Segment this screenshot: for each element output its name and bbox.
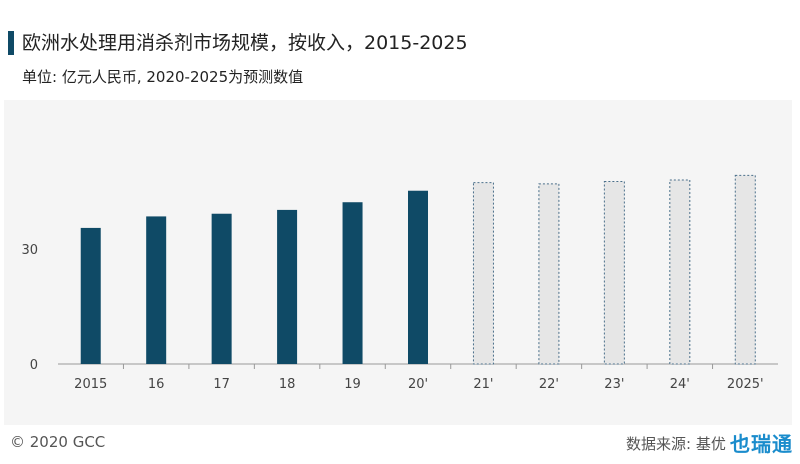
- x-tick-label: 17: [213, 377, 230, 392]
- actual-bar: [277, 209, 298, 364]
- chart-area: [4, 100, 792, 425]
- chart-title: 欧洲水处理用消杀剂市场规模，按收入，2015-2025: [22, 32, 468, 54]
- x-tick-label: 21': [473, 377, 493, 392]
- copyright-text: © 2020 GCC: [10, 433, 106, 451]
- actual-bar: [342, 202, 363, 364]
- x-tick-label: 2025': [727, 377, 764, 392]
- forecast-bar: [538, 183, 560, 365]
- x-tick-label: 23': [604, 377, 624, 392]
- source-text: 数据来源: 基优: [626, 435, 726, 453]
- x-tick-label: 16: [148, 377, 165, 392]
- brand-logo: 也瑞通: [730, 432, 793, 456]
- x-tick-label: 2015: [74, 377, 107, 392]
- forecast-bar: [603, 181, 625, 365]
- actual-bar: [80, 227, 101, 364]
- actual-bar: [211, 213, 232, 364]
- x-tick-label: 19: [344, 377, 361, 392]
- forecast-bar: [734, 174, 756, 365]
- title-accent-bar: [8, 31, 14, 55]
- x-tick-label: 20': [408, 377, 428, 392]
- x-tick-label: 18: [279, 377, 296, 392]
- y-tick-label: 30: [21, 243, 38, 258]
- y-tick-label: 0: [30, 358, 38, 373]
- forecast-bar: [669, 179, 691, 365]
- actual-bar: [408, 190, 428, 364]
- x-tick-label: 22': [539, 377, 559, 392]
- forecast-bar: [472, 182, 494, 365]
- chart-subtitle: 单位: 亿元人民币, 2020-2025为预测数值: [22, 68, 304, 86]
- actual-bar: [146, 216, 167, 364]
- x-tick-label: 24': [670, 377, 690, 392]
